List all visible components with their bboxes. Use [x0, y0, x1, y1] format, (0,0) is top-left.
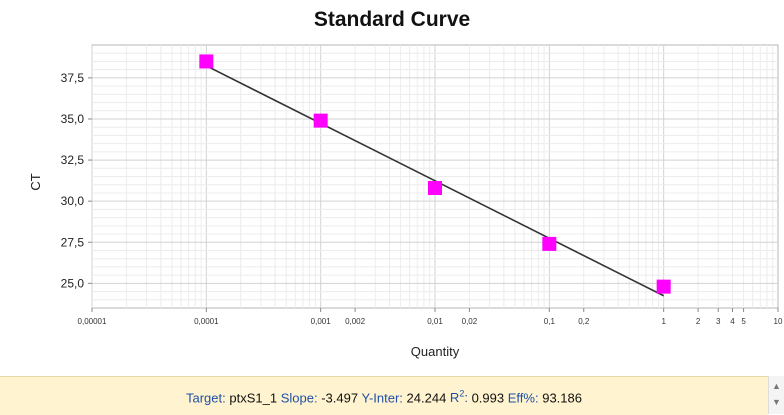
r2-label-sup: 2 — [459, 389, 465, 399]
x-tick-label: 2 — [696, 317, 701, 326]
chart-title: Standard Curve — [313, 8, 471, 31]
stats-bar: Target: ptxS1_1 Slope: -3.497 Y-Inter: 2… — [0, 376, 768, 415]
x-tick-label: 3 — [716, 317, 721, 326]
data-point — [199, 54, 214, 69]
x-tick-label: 0,1 — [544, 317, 556, 326]
data-point — [313, 113, 328, 128]
r2-label-colon: : — [464, 390, 468, 406]
data-points — [199, 54, 671, 294]
slope-value: -3.497 — [321, 390, 359, 406]
scroll-down-icon[interactable]: ▼ — [772, 397, 781, 407]
fit-line-group — [205, 65, 665, 297]
x-tick-label: 5 — [741, 317, 746, 326]
x-tick-label: 0,002 — [345, 317, 366, 326]
r2-value: 0.993 — [471, 390, 505, 406]
r2-label: R2: — [449, 389, 468, 406]
y-inter-label: Y-Inter: — [361, 390, 403, 406]
y-inter-value: 24.244 — [406, 390, 447, 406]
y-tick-label: 25,0 — [61, 276, 85, 290]
x-tick-label: 0,001 — [311, 317, 332, 326]
data-point — [428, 181, 442, 196]
data-point — [542, 236, 557, 251]
x-tick-label: 0,01 — [427, 317, 443, 326]
y-tick-label: 30,0 — [61, 194, 85, 208]
y-axis-label: CT — [28, 173, 43, 190]
y-tick-label: 27,5 — [61, 235, 85, 249]
x-axis-label: Quantity — [411, 344, 460, 359]
x-tick-label: 4 — [730, 317, 735, 326]
target-label: Target: — [186, 390, 226, 406]
x-tick-label: 0,00001 — [78, 317, 107, 326]
slope-label: Slope: — [280, 390, 318, 406]
stats-scrollbar[interactable]: ▲ ▼ — [768, 376, 784, 414]
x-tick-label: 0,2 — [578, 317, 590, 326]
eff-value: 93.186 — [542, 390, 582, 406]
data-point — [656, 279, 671, 294]
standard-curve-chart: 0,00001 0,0001 0,001 0,002 0,01 0,02 0,1 0,2 1 2 3… — [28, 44, 783, 359]
x-tick-label: 0,02 — [462, 317, 478, 326]
x-tick-label: 10 — [774, 317, 783, 326]
y-tick-label: 35,0 — [61, 112, 85, 126]
y-tick-label: 32,5 — [61, 153, 85, 167]
y-tick-label: 37,5 — [61, 71, 85, 85]
fit-line — [205, 65, 665, 297]
target-value: ptxS1_1 — [229, 390, 278, 406]
x-tick-label: 0,0001 — [194, 317, 219, 326]
r2-label-r: R — [449, 390, 460, 406]
scroll-up-icon[interactable]: ▲ — [772, 381, 781, 391]
eff-label: Eff%: — [507, 390, 539, 406]
x-tick-label: 1 — [661, 317, 666, 326]
x-tick-labels: 0,00001 0,0001 0,001 0,002 0,01 0,02 0,1 0,2 1 2 3… — [78, 308, 783, 326]
y-tick-labels: 25,0 27,5 30,0 32,5 35,0 37,5 — [61, 71, 92, 290]
